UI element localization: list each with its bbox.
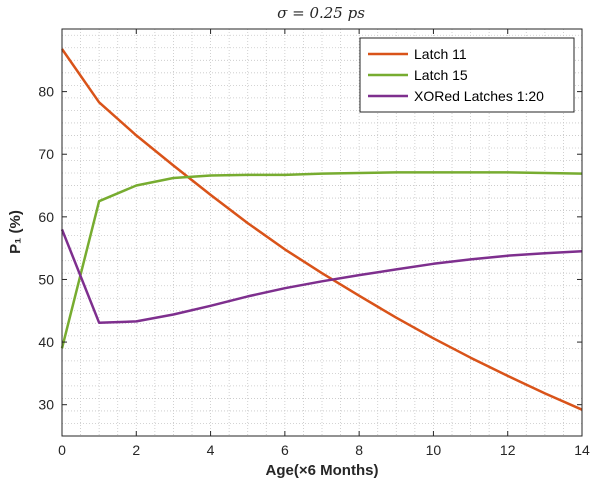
series-line-3 — [60, 228, 583, 324]
x-axis-label: Age(×6 Months) — [266, 462, 379, 479]
y-tick-label: 30 — [38, 397, 54, 413]
series-line-2 — [60, 171, 583, 349]
chart-title: σ = 0.25 ps — [277, 4, 365, 22]
legend-label-1: Latch 11 — [414, 46, 467, 62]
series-layer — [60, 48, 583, 411]
y-tick-label: 50 — [38, 271, 54, 287]
x-tick-label: 4 — [207, 442, 215, 458]
plot-frame — [61, 28, 583, 437]
y-tick-label: 70 — [38, 146, 54, 162]
y-tick-label: 40 — [38, 334, 54, 350]
x-tick-label: 12 — [500, 442, 516, 458]
ticks: 0 2 4 6 8 10 12 14 30 40 50 60 70 80 — [38, 29, 590, 458]
x-tick-label: 8 — [355, 442, 363, 458]
grid — [62, 29, 582, 436]
legend-label-2: Latch 15 — [414, 67, 468, 83]
y-axis-label: P₁ (%) — [7, 210, 24, 254]
legend-label-3: XORed Latches 1:20 — [414, 88, 544, 104]
y-tick-label: 80 — [38, 84, 54, 100]
legend: Latch 11 Latch 15 XORed Latches 1:20 — [359, 37, 575, 113]
x-tick-label: 0 — [58, 442, 66, 458]
x-tick-label: 10 — [426, 442, 442, 458]
y-tick-label: 60 — [38, 209, 54, 225]
x-tick-label: 14 — [574, 442, 590, 458]
series-line-1 — [60, 48, 583, 411]
x-tick-label: 2 — [132, 442, 140, 458]
x-tick-label: 6 — [281, 442, 289, 458]
